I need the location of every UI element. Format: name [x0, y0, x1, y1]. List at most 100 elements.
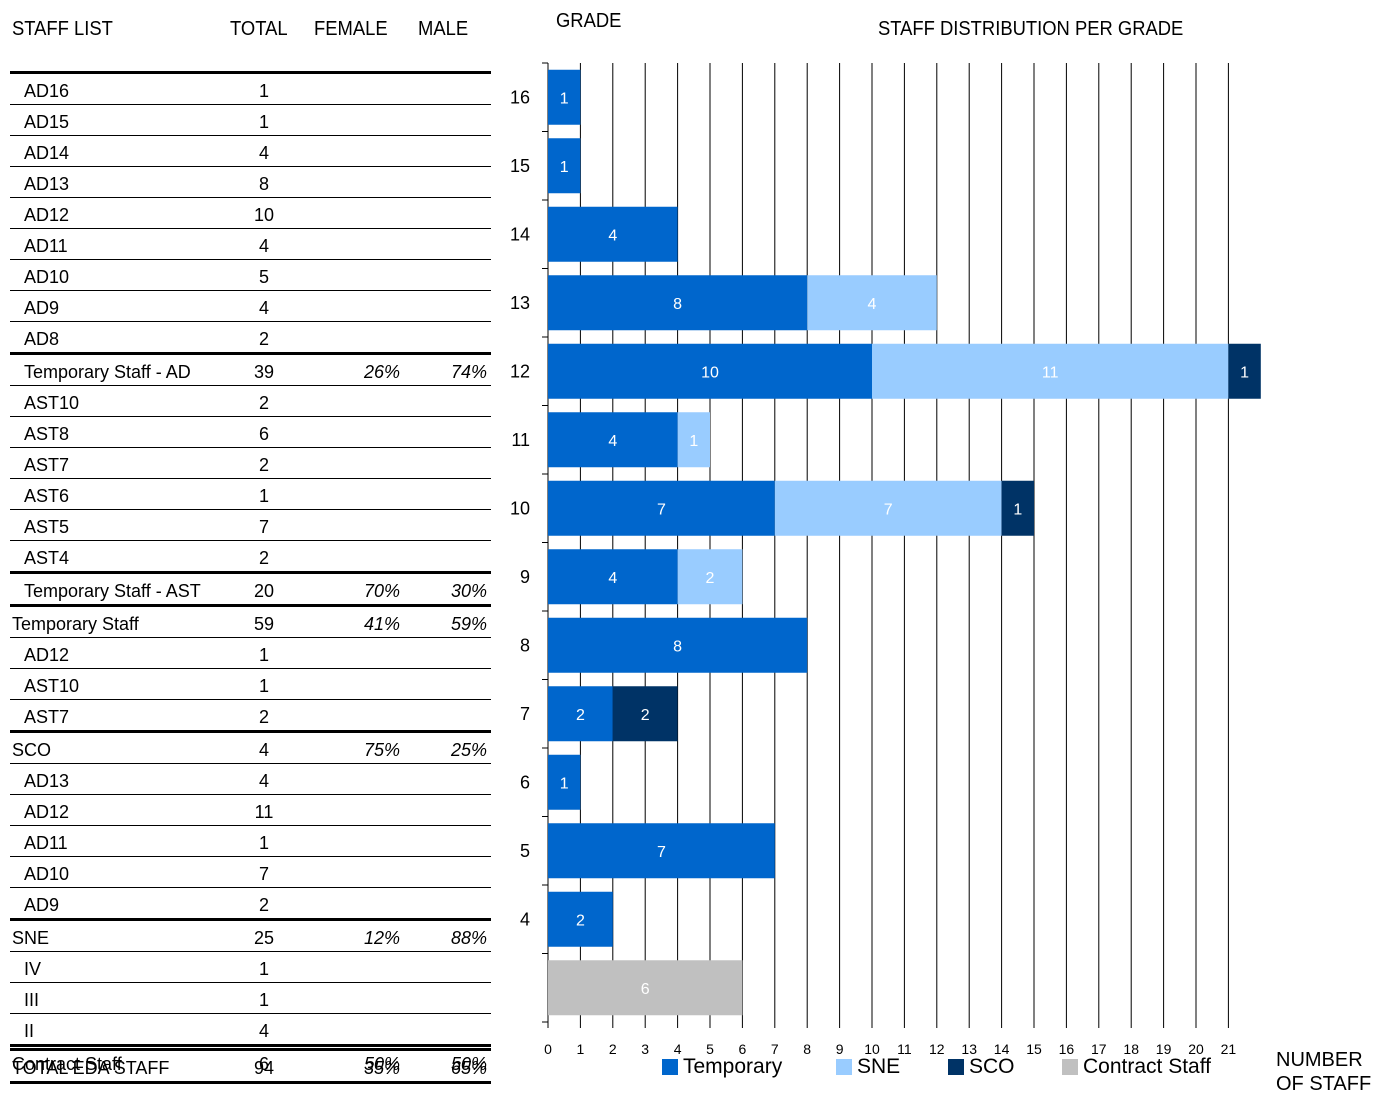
row-label: AD10 [24, 864, 70, 884]
table-row: IV 1 [10, 951, 491, 982]
row-male-pct [430, 952, 487, 982]
legend-sco-label: SCO [969, 1055, 1015, 1078]
x-tick-label: 6 [739, 1041, 747, 1057]
table-row: Temporary Staff - AST 20 70% 30% [10, 571, 491, 604]
table-row: AST5 7 [10, 509, 491, 540]
table-row: Temporary Staff 59 41% 59% [10, 604, 491, 637]
bar-value-label: 4 [608, 433, 617, 450]
x-tick-label: 11 [897, 1041, 912, 1057]
row-total: 6 [258, 1054, 269, 1074]
x-tick-label: 14 [994, 1041, 1010, 1057]
female-header: FEMALE [314, 18, 388, 40]
y-tick-label: 7 [520, 704, 530, 724]
row-male-pct [430, 669, 487, 699]
row-label: AST7 [24, 455, 70, 475]
row-male-pct: 74% [450, 362, 487, 382]
row-female-pct [350, 479, 400, 509]
row-male-pct [430, 291, 487, 321]
table-row: II 4 [10, 1013, 491, 1044]
row-male-pct [430, 448, 487, 478]
row-female-pct [350, 136, 400, 166]
x-tick-label: 10 [864, 1041, 880, 1057]
row-total: 2 [258, 707, 269, 727]
bar-value-label: 10 [701, 364, 719, 381]
bar-value-label: 7 [657, 501, 666, 518]
row-total: 5 [258, 267, 269, 287]
row-female-pct [350, 638, 400, 668]
row-male-pct [430, 260, 487, 290]
row-label: AST10 [24, 676, 80, 696]
row-label: AD8 [24, 329, 60, 349]
row-total: 1 [258, 959, 269, 979]
x-tick-label: 5 [706, 1041, 714, 1057]
bar-segment [548, 617, 808, 673]
row-male-pct [430, 105, 487, 135]
row-label: II [24, 1021, 35, 1041]
row-female-pct [350, 700, 400, 730]
row-label: Temporary Staff - AD [24, 362, 191, 382]
row-male-pct [430, 826, 487, 856]
row-total: 1 [258, 486, 269, 506]
row-label: AD15 [24, 112, 70, 132]
row-total: 4 [258, 298, 269, 318]
row-female-pct: 75% [363, 740, 400, 760]
row-female-pct [350, 857, 400, 887]
x-tick-label: 19 [1156, 1041, 1172, 1057]
x-tick-label: 13 [961, 1041, 977, 1057]
y-tick-label: 11 [511, 430, 530, 450]
row-label: III [24, 990, 40, 1010]
total-staff-count: 94 [254, 1058, 275, 1078]
bar-value-label: 2 [576, 912, 585, 929]
row-female-pct [350, 795, 400, 825]
total-staff-label: TOTAL EDA STAFF [12, 1058, 170, 1078]
row-label: AD9 [24, 298, 60, 318]
legend-sco: SCO [948, 1054, 1015, 1080]
bar-value-label: 4 [608, 570, 617, 587]
row-female-pct [350, 417, 400, 447]
row-male-pct [430, 136, 487, 166]
row-male-pct: 25% [450, 740, 487, 760]
bar-value-label: 1 [560, 159, 569, 176]
row-total: 2 [258, 895, 269, 915]
row-total: 1 [258, 676, 269, 696]
row-total: 7 [258, 864, 269, 884]
row-total: 10 [254, 205, 275, 225]
bar-segment [548, 891, 613, 947]
row-label: Temporary Staff [12, 614, 139, 634]
legend-sne-swatch [836, 1059, 852, 1075]
row-male-pct [430, 1014, 487, 1044]
row-label: AST5 [24, 517, 70, 537]
y-tick-label: 5 [520, 841, 530, 861]
bar-segment [548, 960, 743, 1016]
bar-value-label: 2 [641, 707, 650, 724]
row-total: 2 [258, 393, 269, 413]
bar-value-label: 1 [1013, 501, 1022, 518]
row-female-pct [350, 448, 400, 478]
row-total: 2 [258, 548, 269, 568]
row-male-pct [430, 167, 487, 197]
row-male-pct [430, 417, 487, 447]
bar-segment [677, 549, 743, 605]
table-row: SNE 25 12% 88% [10, 918, 491, 951]
bar-segment [548, 343, 872, 399]
row-male-pct: 30% [450, 581, 487, 601]
legend-temporary: Temporary [662, 1054, 782, 1080]
y-tick-label: 13 [510, 293, 530, 313]
y-tick-label: 12 [510, 361, 530, 381]
x-tick-label: 7 [771, 1041, 779, 1057]
row-male-pct [430, 386, 487, 416]
legend-contract-label: Contract Staff [1083, 1055, 1212, 1078]
table-row: AD11 4 [10, 228, 491, 259]
table-row: AD12 10 [10, 197, 491, 228]
table-row: AST7 2 [10, 699, 491, 730]
row-total: 20 [254, 581, 275, 601]
row-female-pct: 26% [363, 362, 400, 382]
row-female-pct [350, 541, 400, 571]
table-row: AD13 8 [10, 166, 491, 197]
bar-segment [872, 343, 1229, 399]
row-label: AD9 [24, 895, 60, 915]
row-male-pct [430, 510, 487, 540]
row-female-pct [350, 888, 400, 918]
table-row: III 1 [10, 982, 491, 1013]
